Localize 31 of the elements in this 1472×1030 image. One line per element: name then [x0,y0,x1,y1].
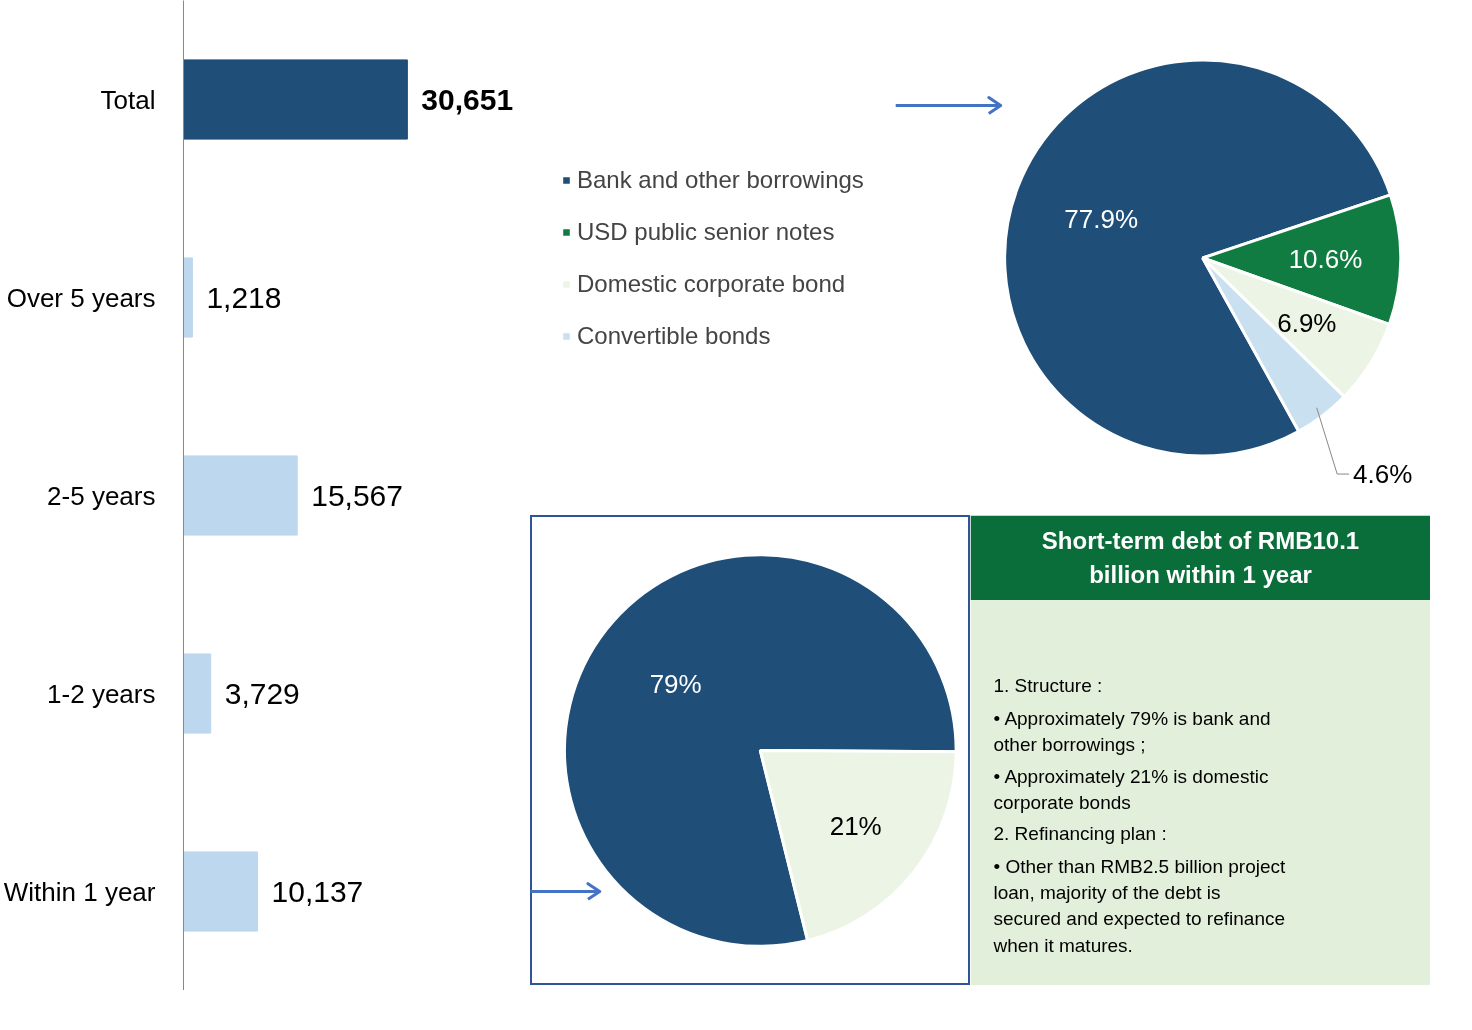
text: Short-term debt of RMB10.1 billion within 1 year [1041,527,1360,589]
data-label: 1,218 [206,280,282,314]
legend-label: USD public senior notes [577,217,835,246]
data-label: 30,651 [421,82,514,116]
legend-label: Domestic corporate bond [577,269,846,298]
text: • Approximately 21% is domestic corporate bonds [993,765,1269,813]
data-label: 77.9% [1064,203,1139,234]
y-tick-label: Over 5 years [6,282,156,313]
y-tick-label: Within 1 year [3,876,156,907]
text: 2. Refinancing plan : [993,822,1167,844]
data-label: 3,729 [224,676,300,710]
data-label: 21% [829,810,882,841]
y-tick-label: 1-2 years [47,678,156,709]
data-label: 15,567 [311,478,403,512]
bar [183,455,298,536]
bar [183,851,259,932]
bar [183,653,212,734]
data-label: 4.6% [1353,459,1413,490]
bar [183,59,408,140]
data-label: 6.9% [1277,308,1337,339]
y-tick-label: Total [100,84,156,115]
legend-label: Bank and other borrowings [577,165,864,194]
text: 1. Structure : [993,675,1103,697]
data-label: 10.6% [1288,244,1363,275]
text: • Approximately 79% is bank and other borrowings ; [993,708,1271,756]
data-label: 10,137 [271,874,364,908]
legend-label: Convertible bonds [577,321,771,350]
y-tick-label: 2-5 years [47,480,156,511]
bar [183,257,193,338]
text: • Other than RMB2.5 billion project loan, majority of the debt is secured and expected to refinance when it matures. [992,855,1287,956]
data-label: 79% [649,668,702,699]
